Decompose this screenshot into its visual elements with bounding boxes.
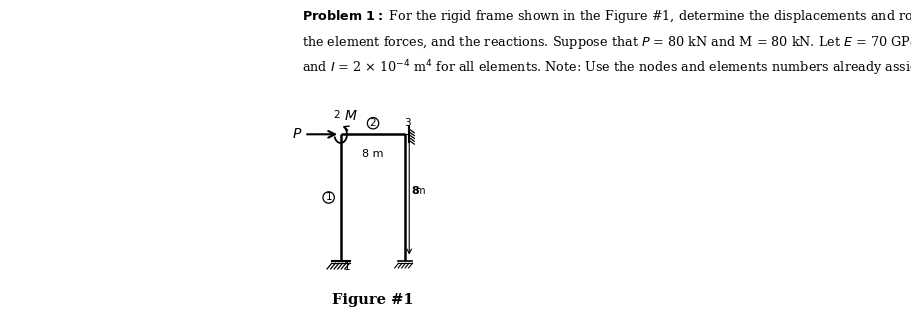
Text: and $I$ = 2 $\times$ 10$^{-4}$ m$^{4}$ for all elements. Note: Use the nodes and: and $I$ = 2 $\times$ 10$^{-4}$ m$^{4}$ f… bbox=[302, 58, 911, 78]
Text: 2: 2 bbox=[333, 110, 340, 120]
Text: $M$: $M$ bbox=[344, 109, 358, 123]
Text: 8 m: 8 m bbox=[362, 149, 384, 159]
Text: Figure #1: Figure #1 bbox=[332, 293, 414, 307]
Text: $P$: $P$ bbox=[292, 127, 302, 141]
Text: 3: 3 bbox=[404, 118, 410, 128]
Text: the element forces, and the reactions. Suppose that $P$ = 80 kN and M = 80 kN. L: the element forces, and the reactions. S… bbox=[302, 33, 911, 53]
Text: m: m bbox=[415, 186, 424, 196]
Text: 2: 2 bbox=[369, 118, 376, 128]
Text: 8: 8 bbox=[411, 186, 418, 196]
Text: 1: 1 bbox=[343, 262, 350, 272]
Text: $\mathbf{Problem\ 1:}$ For the rigid frame shown in the Figure #1, determine the: $\mathbf{Problem\ 1:}$ For the rigid fra… bbox=[302, 8, 911, 25]
Text: 1: 1 bbox=[325, 192, 332, 203]
